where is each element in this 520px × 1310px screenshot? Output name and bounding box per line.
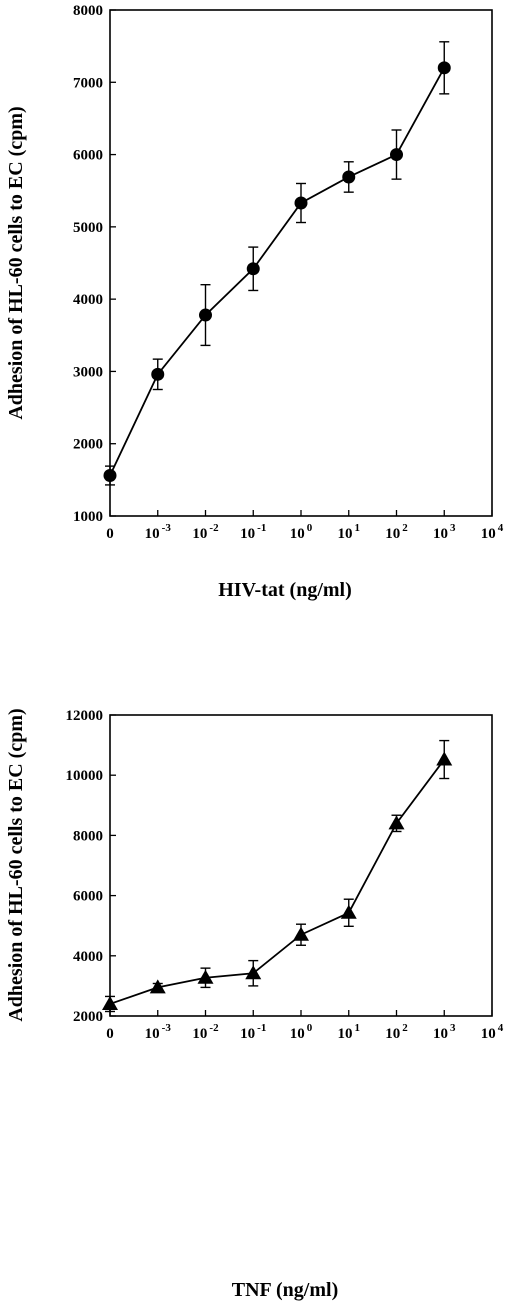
y-tick-label: 6000: [73, 148, 103, 164]
data-point: [437, 61, 451, 75]
y-axis-title: Adhesion of HL-60 cells to EC (cpm): [5, 106, 27, 419]
data-point: [199, 308, 212, 322]
data-point: [436, 751, 453, 766]
plot-frame: [109, 714, 493, 1017]
data-point: [245, 965, 262, 980]
x-tick-label: 10 4: [481, 1022, 504, 1042]
x-tick-label: 10 -2: [192, 1022, 219, 1042]
y-tick-label: 2000: [73, 1009, 103, 1025]
y-tick-label: 8000: [73, 3, 103, 19]
y-tick-label: 8000: [73, 828, 103, 844]
y-tick-label: 1000: [73, 509, 103, 525]
x-tick-label: 10 2: [385, 1022, 408, 1042]
x-axis-title: TNF (ng/ml): [232, 1279, 338, 1301]
data-point: [342, 170, 356, 184]
data-point: [103, 469, 117, 483]
x-tick-label: 10 0: [290, 522, 313, 542]
x-tick-label: 0: [106, 526, 114, 542]
y-tick-label: 7000: [73, 75, 103, 91]
y-axis-title: Adhesion of HL-60 cells to EC (cpm): [5, 708, 27, 1021]
data-point: [246, 262, 260, 276]
data-point: [102, 995, 118, 1010]
data-point: [390, 148, 403, 162]
x-tick-label: 10 -3: [145, 1022, 172, 1042]
data-point: [149, 979, 166, 994]
chart-2: 2000 4000 6000 8000 10000 12000 0 10 -3 10 -2 10 -1 1…: [5, 708, 504, 1301]
data-point: [151, 367, 165, 381]
y-tick-label: 10000: [66, 768, 104, 784]
x-tick-label: 10 3: [433, 1022, 456, 1042]
y-tick-label: 6000: [73, 889, 103, 905]
y-tick-label: 5000: [73, 220, 103, 236]
series-line: [109, 67, 446, 476]
data-point: [294, 196, 308, 210]
data-point: [340, 904, 357, 919]
x-tick-label: 10 4: [481, 522, 504, 542]
data-point: [388, 815, 405, 830]
x-tick-label: 10 -2: [192, 522, 219, 542]
x-tick-label: 10 -1: [240, 1022, 266, 1042]
chart-1: 1000 2000 3000 4000 5000 6000 7000 8000 0 10 -3 10-…: [5, 3, 504, 601]
y-tick-label: 12000: [66, 708, 104, 724]
data-point: [293, 926, 309, 941]
x-tick-label: 10 2: [385, 522, 408, 542]
y-tick-label: 4000: [73, 949, 103, 965]
x-tick-label: 10 -1: [240, 522, 266, 542]
x-tick-label: 10 0: [290, 1022, 313, 1042]
series-line: [109, 759, 445, 1005]
data-point: [197, 969, 214, 984]
x-tick-label: 10 -3: [145, 522, 172, 542]
x-tick-label: 10 3: [433, 522, 456, 542]
y-tick-label: 3000: [73, 364, 103, 380]
x-axis-title: HIV-tat (ng/ml): [218, 579, 352, 601]
x-tick-label: 10 1: [338, 522, 361, 542]
x-tick-label: 0: [106, 1026, 114, 1042]
y-tick-label: 4000: [73, 292, 103, 308]
x-tick-label: 10 1: [338, 1022, 361, 1042]
y-tick-label: 2000: [73, 437, 103, 453]
